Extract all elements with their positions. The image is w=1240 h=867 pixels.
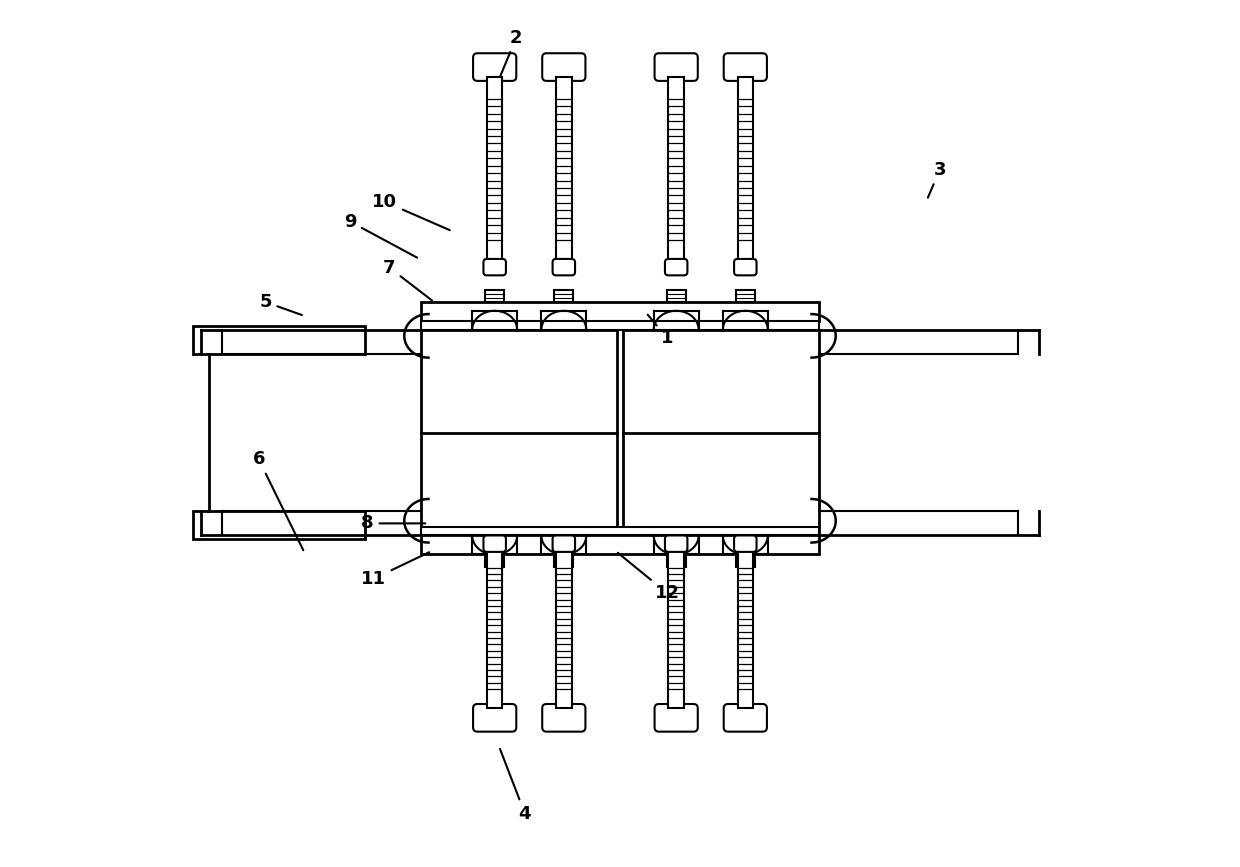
Bar (667, 290, 686, 302)
Bar (667, 555, 686, 567)
Text: 12: 12 (618, 553, 680, 603)
Text: 8: 8 (361, 514, 425, 532)
Bar (422, 321, 818, 329)
Bar (735, 290, 755, 302)
Bar (624, 329, 818, 536)
FancyBboxPatch shape (553, 259, 575, 276)
Bar (422, 527, 818, 536)
FancyBboxPatch shape (724, 704, 766, 732)
Text: 11: 11 (361, 552, 429, 588)
FancyBboxPatch shape (655, 704, 698, 732)
Bar (193, 326, 365, 354)
FancyBboxPatch shape (734, 536, 756, 552)
Bar (554, 555, 573, 567)
Bar (556, 549, 572, 708)
FancyBboxPatch shape (665, 259, 687, 276)
Text: 5: 5 (259, 293, 303, 315)
Bar (554, 290, 573, 302)
Bar (487, 76, 502, 263)
Bar (485, 290, 505, 302)
Text: 6: 6 (253, 451, 304, 551)
Text: 2: 2 (500, 29, 522, 76)
FancyBboxPatch shape (474, 53, 516, 81)
Bar (487, 549, 502, 708)
FancyBboxPatch shape (484, 259, 506, 276)
FancyBboxPatch shape (474, 704, 516, 732)
Text: 4: 4 (500, 749, 531, 823)
Bar (738, 76, 753, 263)
FancyBboxPatch shape (655, 53, 698, 81)
Bar (422, 302, 818, 321)
Bar (422, 329, 616, 536)
Text: 7: 7 (383, 258, 432, 301)
Bar (735, 555, 755, 567)
Bar (668, 76, 684, 263)
Bar (193, 512, 365, 539)
FancyBboxPatch shape (542, 53, 585, 81)
FancyBboxPatch shape (665, 536, 687, 552)
Bar (668, 549, 684, 708)
FancyBboxPatch shape (724, 53, 766, 81)
FancyBboxPatch shape (734, 259, 756, 276)
Bar (485, 555, 505, 567)
FancyBboxPatch shape (553, 536, 575, 552)
Text: 10: 10 (372, 192, 450, 230)
FancyBboxPatch shape (542, 704, 585, 732)
Text: 3: 3 (928, 161, 946, 198)
FancyBboxPatch shape (484, 536, 506, 552)
Bar (556, 76, 572, 263)
Bar (738, 549, 753, 708)
Text: 1: 1 (647, 315, 673, 348)
Text: 9: 9 (345, 212, 417, 257)
Bar (422, 536, 818, 555)
